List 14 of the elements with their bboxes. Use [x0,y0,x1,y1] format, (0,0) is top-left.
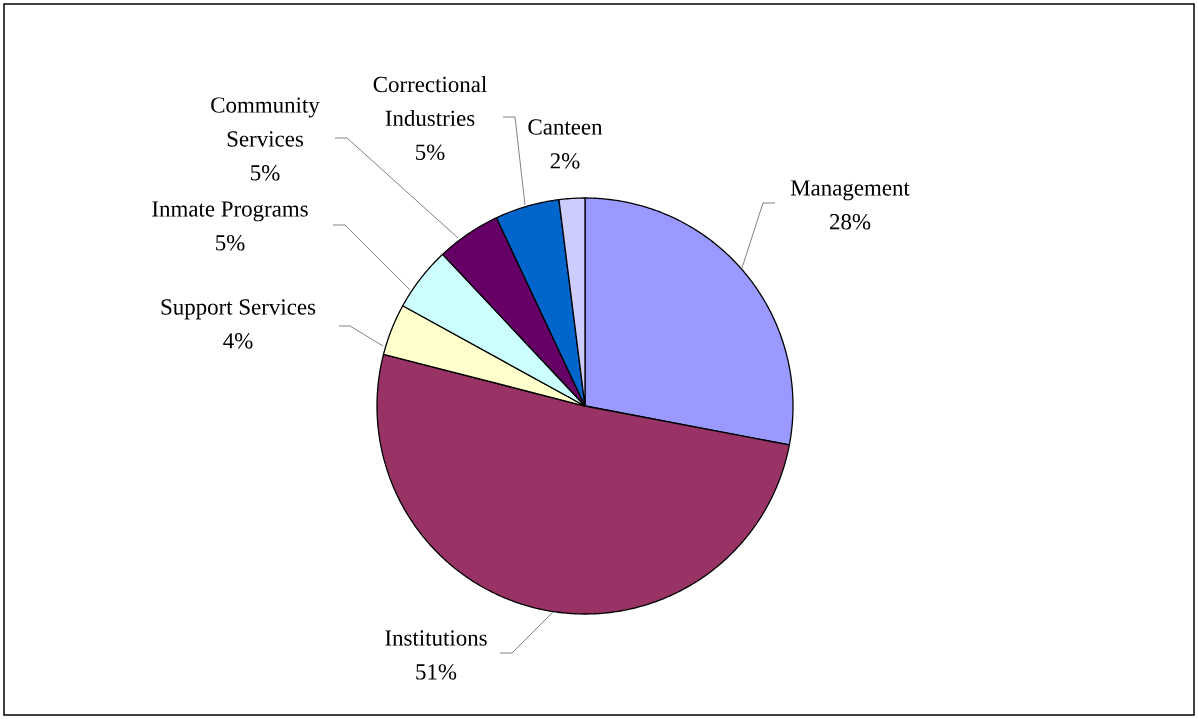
slice-label: Canteen [528,119,603,135]
data-label: 4% [223,333,253,349]
slice-label: Inmate Programs [152,201,308,222]
data-label: 5% [216,235,245,251]
data-label: 2% [550,153,580,169]
data-label: 51% [416,664,457,680]
data-label: 5% [416,144,445,160]
data-label: 28% [830,214,871,230]
slice-label: Community Services [211,97,320,147]
data-label: 5% [251,165,280,181]
slice-label: Management [790,180,910,201]
slice-label: Institutions [385,630,487,646]
slice-label: Support Services [161,299,316,320]
slice-label: Correctional Industries [373,76,487,127]
